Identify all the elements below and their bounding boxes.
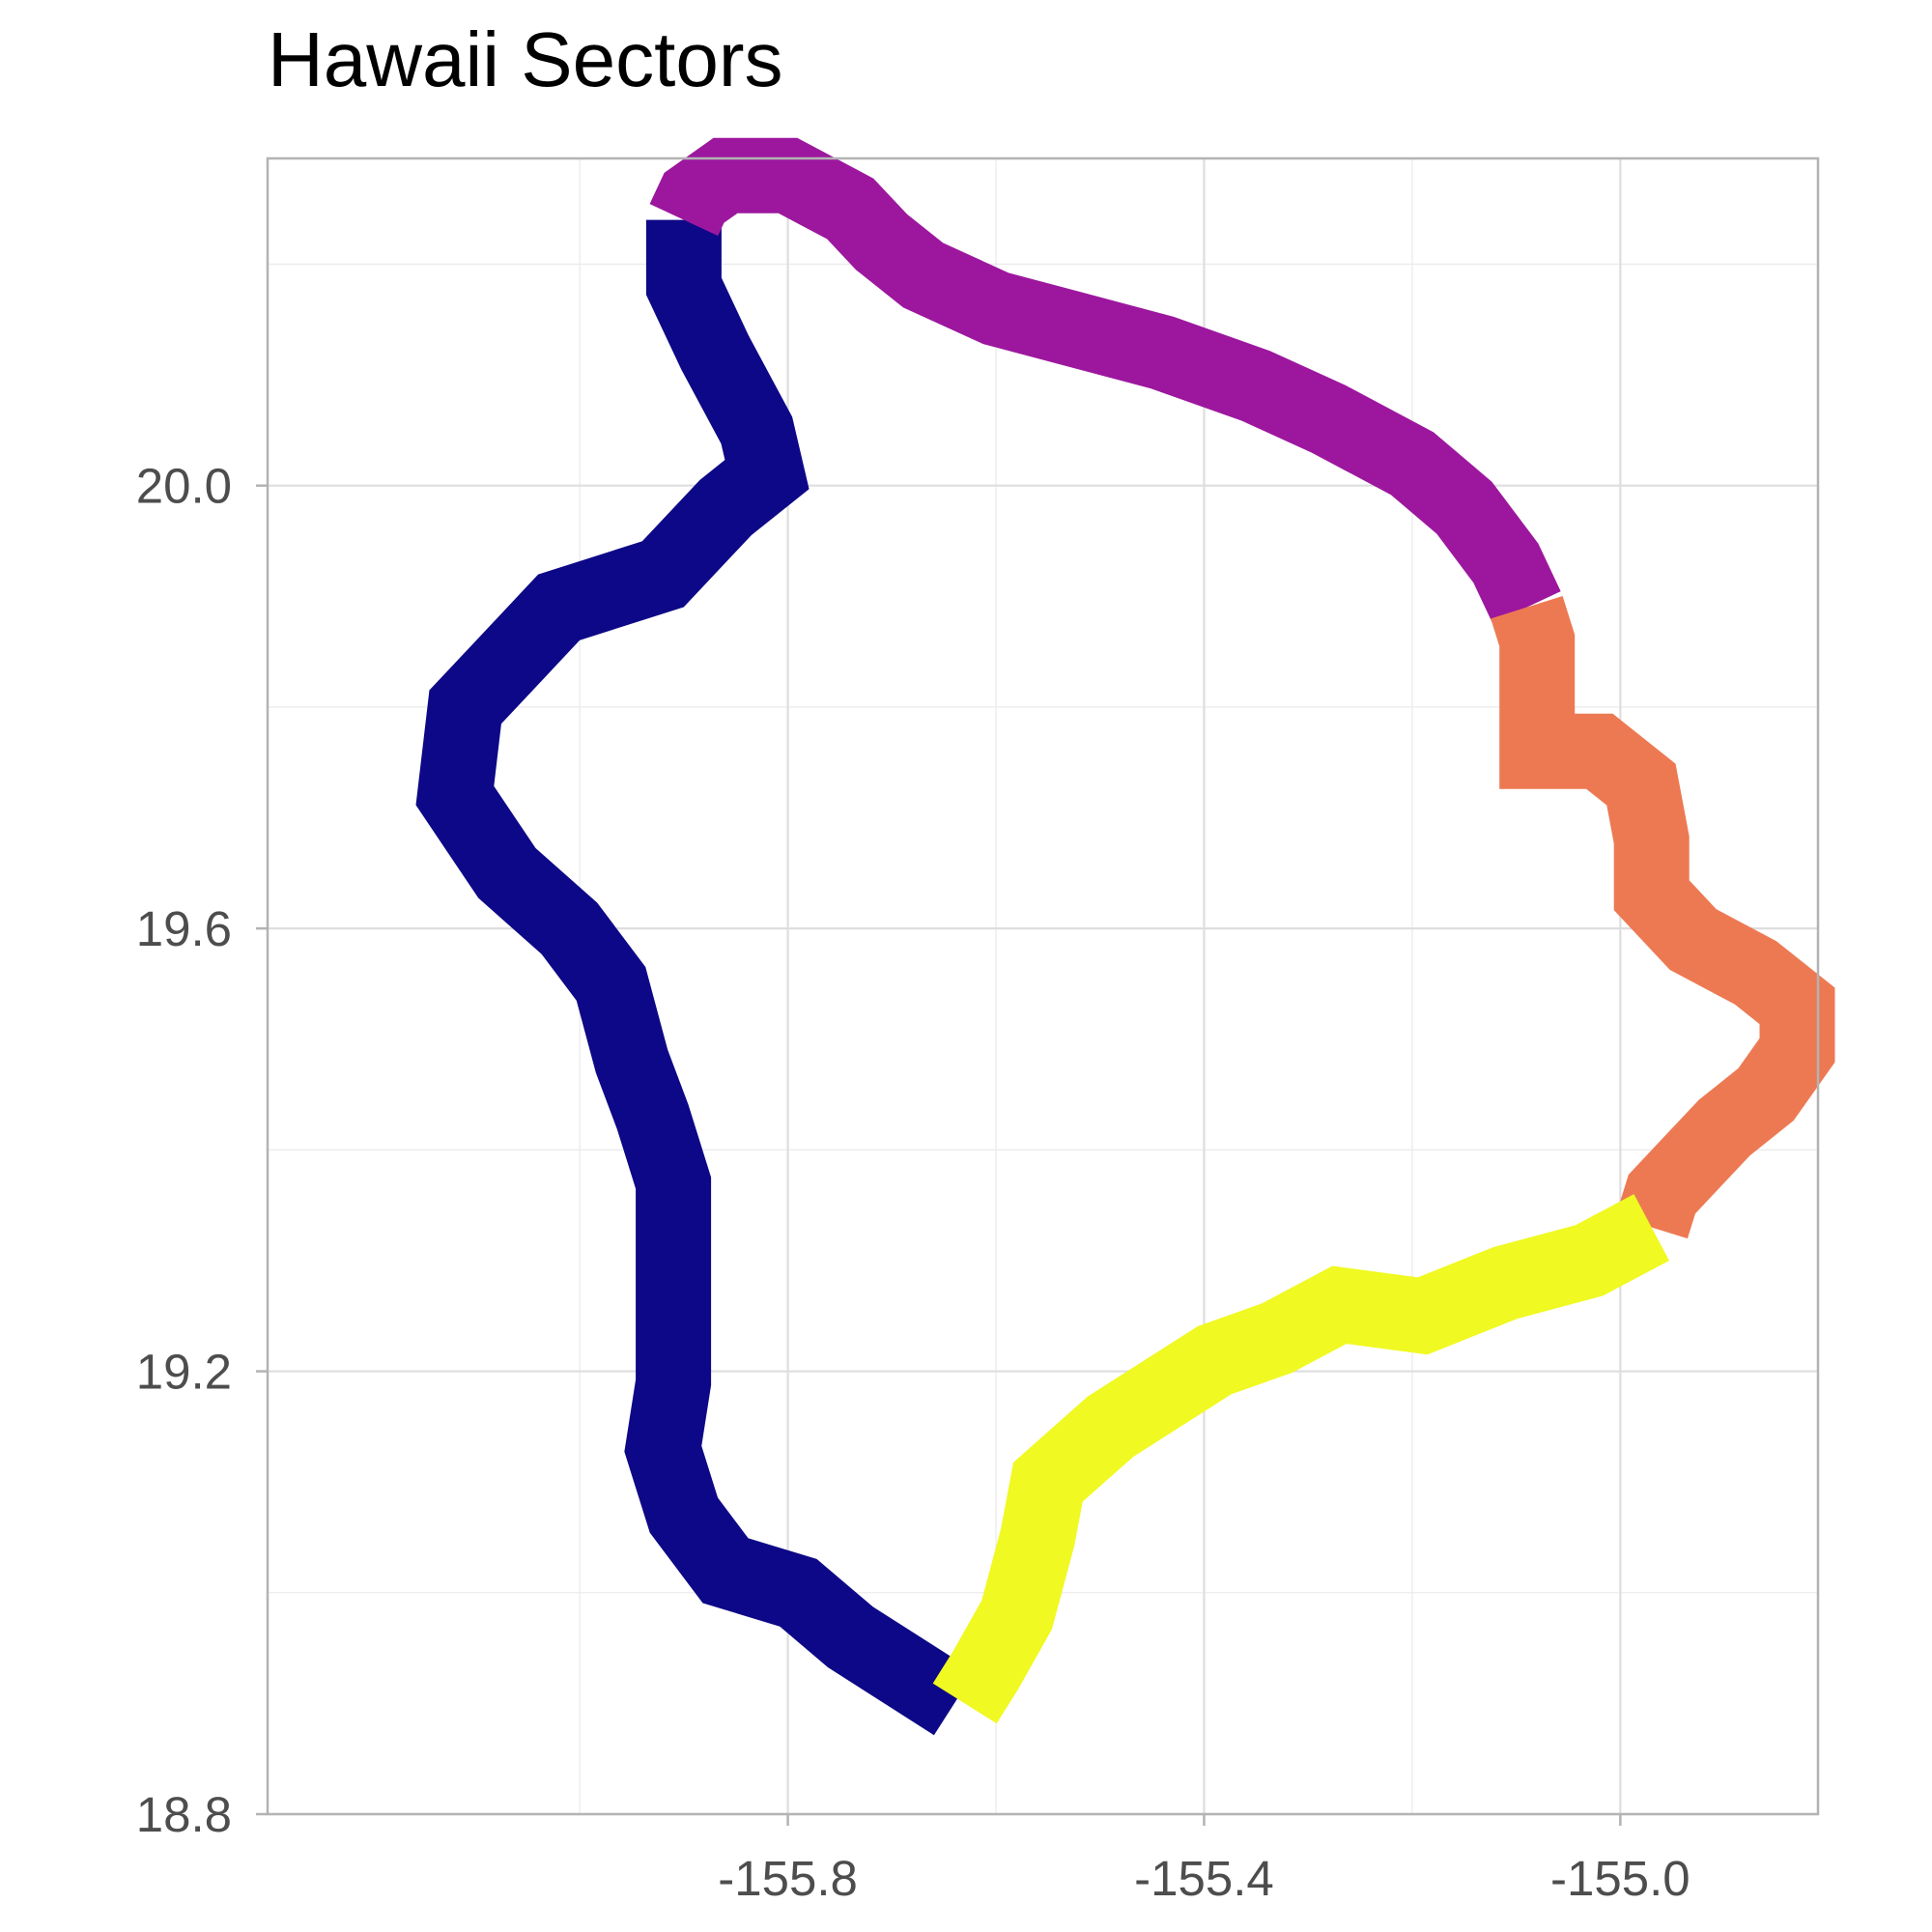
sector-line-2 xyxy=(649,137,1561,624)
y-tick-label: 19.2 xyxy=(136,1345,232,1400)
chart-title: Hawaii Sectors xyxy=(268,16,783,102)
x-axis-tick-labels: -155.8 -155.4 -155.0 xyxy=(718,1851,1690,1906)
sector-line-3 xyxy=(1491,596,1835,1239)
plot-border xyxy=(266,156,1820,1816)
sector-line-1 xyxy=(415,219,975,1736)
y-tick-label: 20.0 xyxy=(136,459,232,514)
x-tick-label: -155.4 xyxy=(1134,1851,1274,1906)
sector-line-4 xyxy=(932,1194,1669,1724)
axis-ticks xyxy=(256,484,1622,1826)
sector-lines xyxy=(415,137,1835,1736)
y-tick-label: 18.8 xyxy=(136,1787,232,1842)
x-tick-label: -155.8 xyxy=(718,1851,858,1906)
y-axis-tick-labels: 18.8 19.2 19.6 20.0 xyxy=(136,459,232,1842)
y-tick-label: 19.6 xyxy=(136,901,232,956)
x-tick-label: -155.0 xyxy=(1550,1851,1690,1906)
